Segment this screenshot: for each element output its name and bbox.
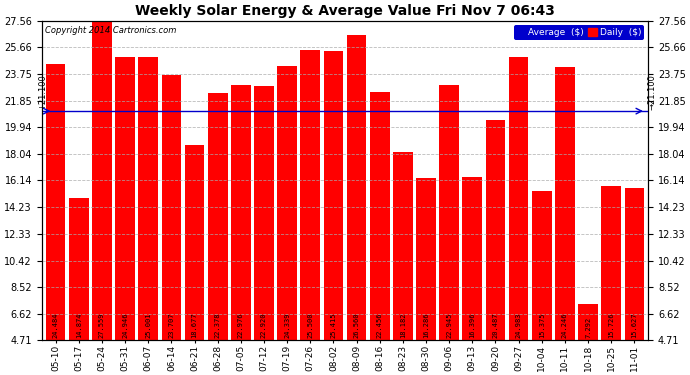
- Bar: [370, 92, 390, 340]
- Text: 22.945: 22.945: [446, 313, 452, 338]
- Text: 24.246: 24.246: [562, 313, 568, 338]
- Text: 22.920: 22.920: [261, 313, 267, 338]
- Text: 18.182: 18.182: [400, 313, 406, 338]
- Bar: [347, 35, 366, 340]
- Bar: [440, 85, 459, 340]
- Bar: [324, 51, 343, 340]
- Bar: [208, 93, 228, 340]
- Bar: [46, 64, 66, 340]
- Text: 15.375: 15.375: [539, 313, 545, 338]
- Text: 7.292: 7.292: [585, 317, 591, 338]
- Bar: [624, 188, 644, 340]
- Bar: [277, 66, 297, 341]
- Text: 22.378: 22.378: [215, 313, 221, 338]
- Text: 24.983: 24.983: [515, 313, 522, 338]
- Bar: [139, 57, 158, 340]
- Bar: [578, 304, 598, 340]
- Text: 14.874: 14.874: [76, 313, 82, 338]
- Text: 23.707: 23.707: [168, 313, 175, 338]
- Text: Copyright 2014 Cartronics.com: Copyright 2014 Cartronics.com: [45, 26, 176, 34]
- Legend: Average  ($), Daily  ($): Average ($), Daily ($): [514, 25, 644, 40]
- Bar: [231, 85, 250, 340]
- Text: →21.100: →21.100: [647, 74, 656, 110]
- Text: +21.100: +21.100: [39, 74, 48, 110]
- Bar: [462, 177, 482, 340]
- Text: 24.484: 24.484: [52, 313, 59, 338]
- Bar: [532, 191, 551, 340]
- Text: 15.726: 15.726: [608, 313, 614, 338]
- Text: 18.677: 18.677: [192, 313, 197, 338]
- Title: Weekly Solar Energy & Average Value Fri Nov 7 06:43: Weekly Solar Energy & Average Value Fri …: [135, 4, 555, 18]
- Text: 15.627: 15.627: [631, 313, 638, 338]
- Bar: [115, 57, 135, 340]
- Bar: [92, 21, 112, 340]
- Bar: [416, 178, 436, 340]
- Text: 16.396: 16.396: [469, 313, 475, 338]
- Bar: [161, 75, 181, 340]
- Bar: [254, 86, 274, 340]
- Bar: [509, 57, 529, 340]
- Text: 24.946: 24.946: [122, 313, 128, 338]
- Bar: [393, 152, 413, 340]
- Bar: [602, 186, 621, 340]
- Bar: [185, 145, 204, 340]
- Text: 24.339: 24.339: [284, 313, 290, 338]
- Text: 16.286: 16.286: [423, 313, 429, 338]
- Text: 27.559: 27.559: [99, 313, 105, 338]
- Text: 22.976: 22.976: [238, 313, 244, 338]
- Text: 26.560: 26.560: [353, 313, 359, 338]
- Text: 25.415: 25.415: [331, 313, 337, 338]
- Bar: [69, 198, 88, 340]
- Bar: [486, 120, 505, 340]
- Text: 20.487: 20.487: [493, 313, 498, 338]
- Text: 25.500: 25.500: [307, 313, 313, 338]
- Bar: [555, 67, 575, 341]
- Text: 22.456: 22.456: [377, 313, 383, 338]
- Text: 25.001: 25.001: [145, 313, 151, 338]
- Bar: [300, 50, 320, 340]
